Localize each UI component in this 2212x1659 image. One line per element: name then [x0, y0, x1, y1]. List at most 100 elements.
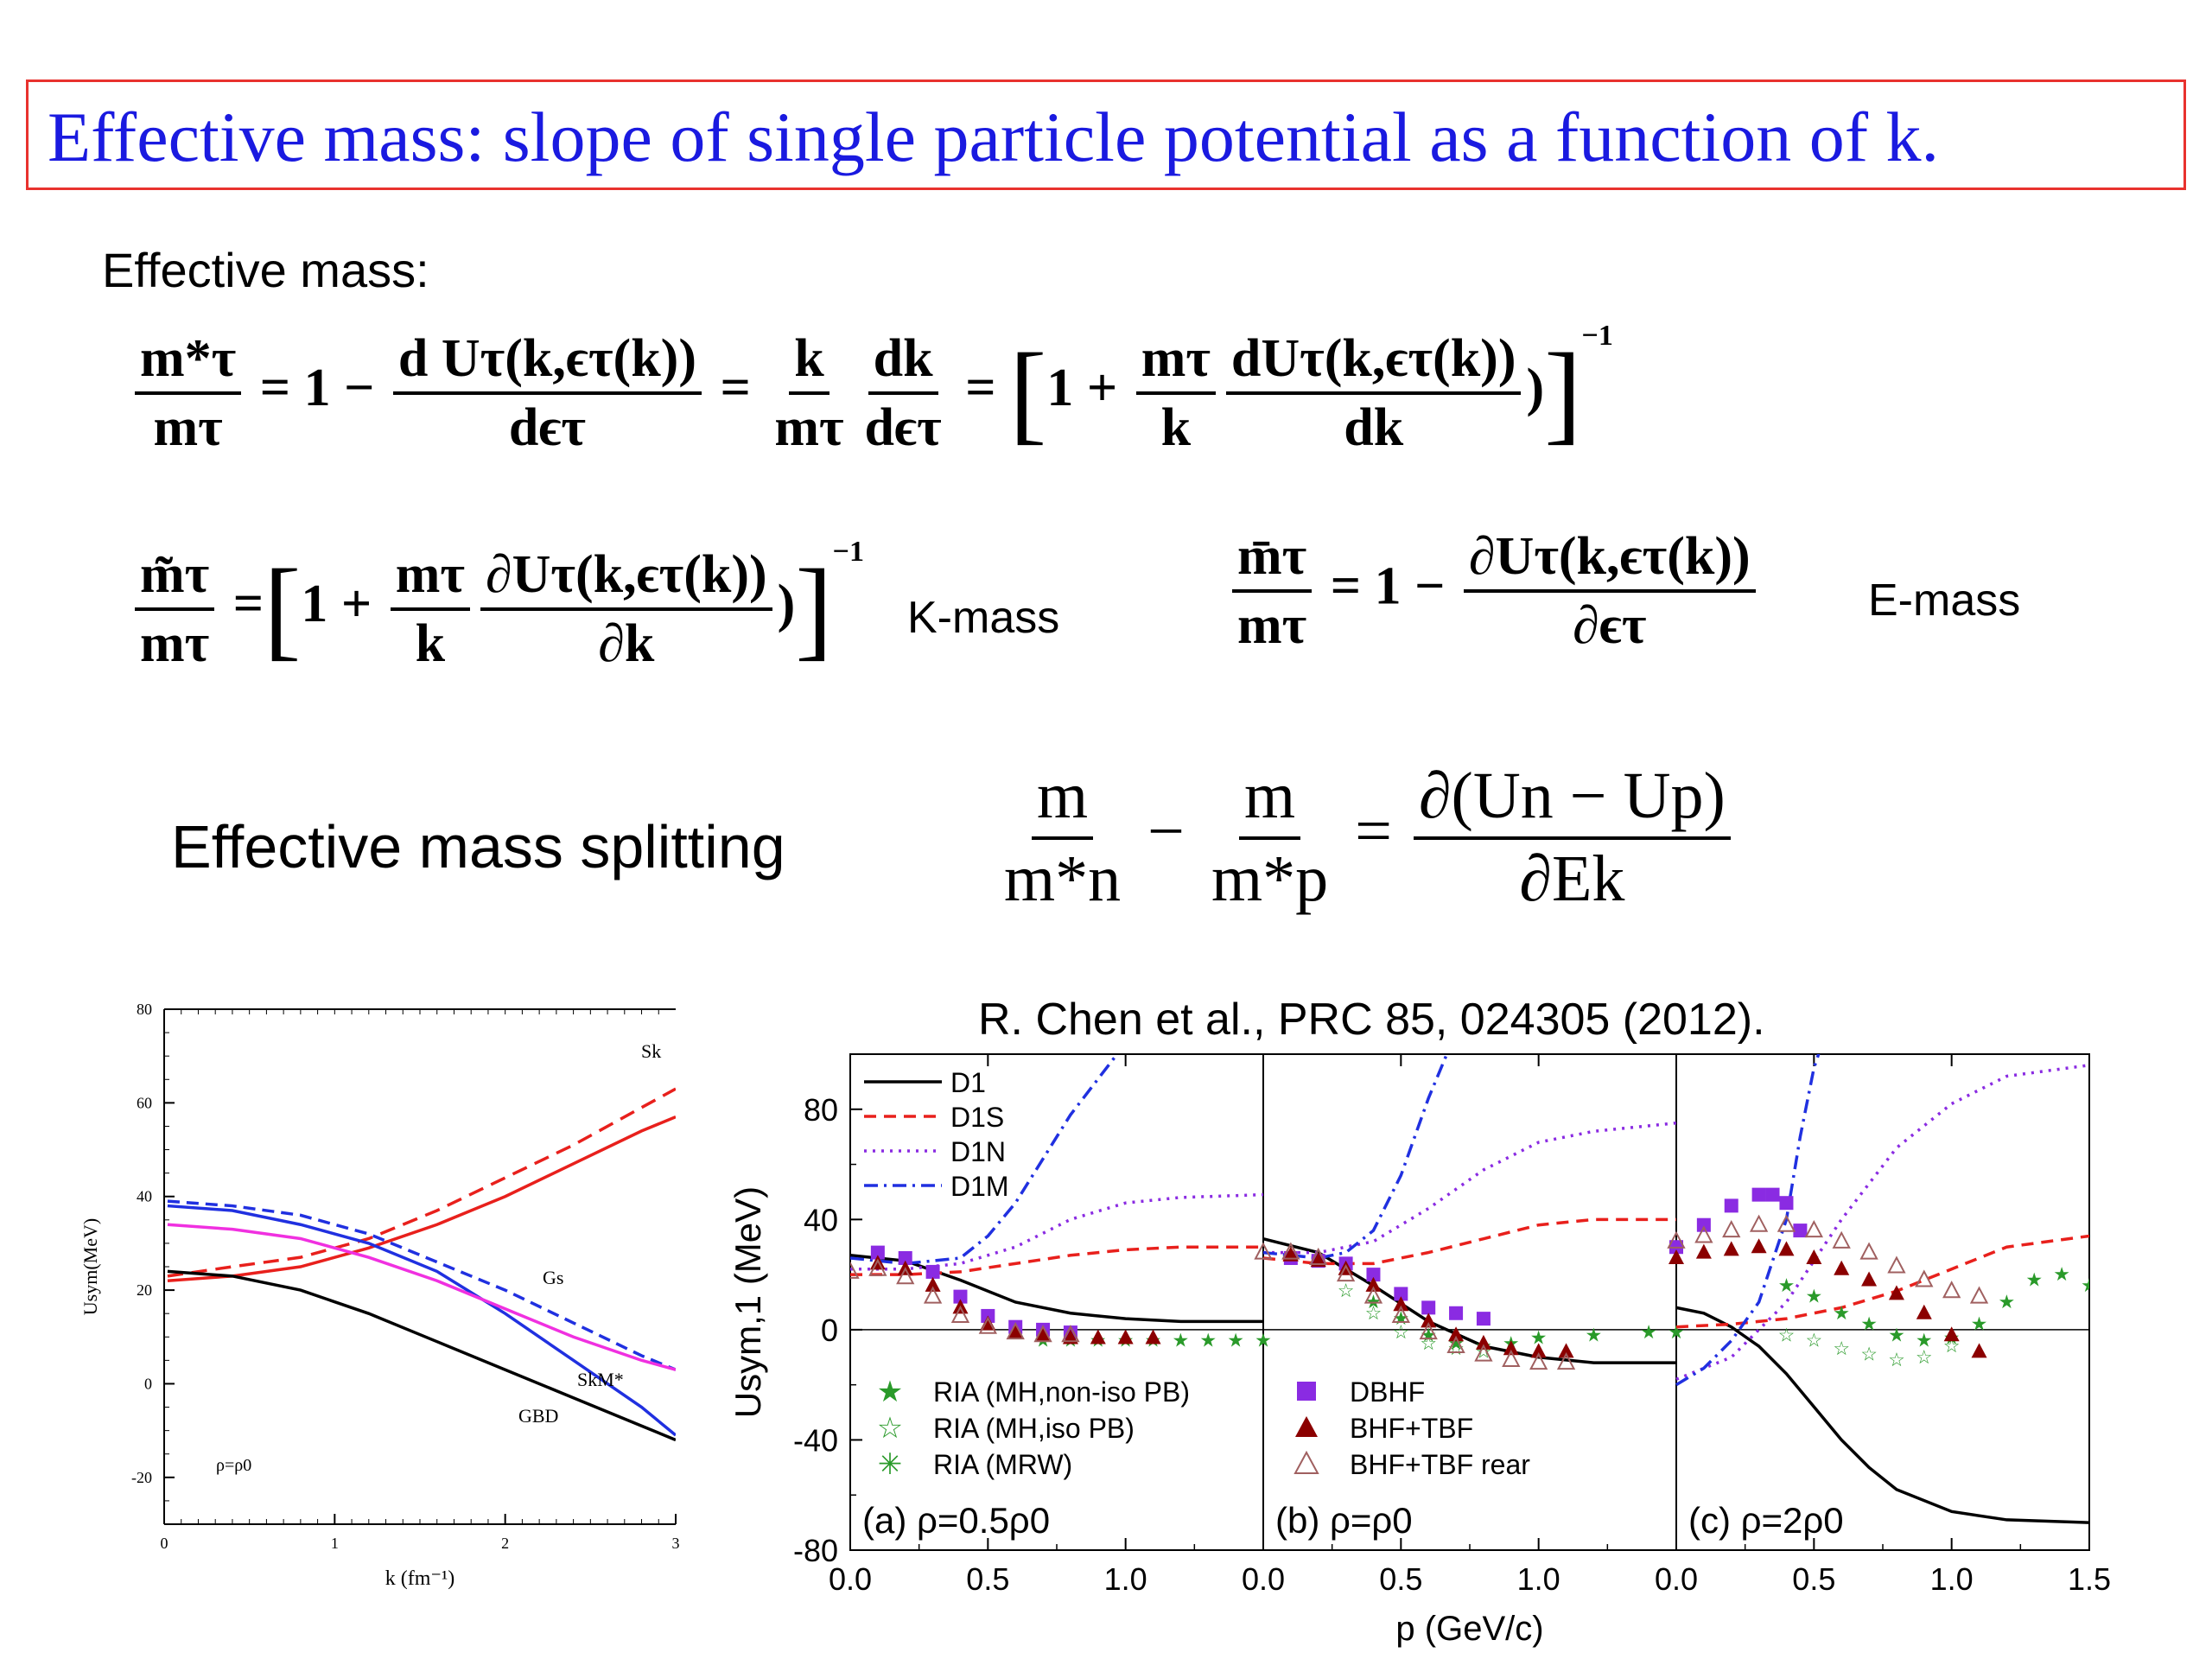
right-chart-marker-bhf-tbf — [1916, 1304, 1932, 1319]
splitting-label: Effective mass splitting — [171, 813, 785, 880]
right-chart-xtick-label: 1.0 — [1104, 1561, 1147, 1597]
right-chart-ylabel: Usym,1 (MeV) — [728, 1186, 768, 1418]
kmass-f1-num: mτ — [390, 545, 470, 611]
right-chart-line-d1 — [850, 1254, 1263, 1324]
right-chart-marker-legend-label: RIA (MH,iso PB) — [933, 1413, 1135, 1444]
main-lhs-den: mτ — [153, 397, 223, 457]
left-chart-line-series-1 — [167, 1087, 676, 1278]
right-chart-line-d1m — [1262, 1054, 1449, 1260]
left-chart-line-gbd — [167, 1269, 676, 1442]
right-chart-marker-bhf-tbf-rear — [1254, 1242, 1273, 1260]
right-chart-marker-bhf-tbf — [1669, 1249, 1684, 1264]
right-chart-marker-dbhf — [1449, 1306, 1464, 1320]
emass-f-den: ∂ϵτ — [1573, 596, 1647, 656]
right-chart-marker-bhf-tbf — [1723, 1241, 1739, 1256]
right-chart-marker-bhf-tbf-rear — [1556, 1352, 1576, 1370]
left-chart-series-label: SkM* — [577, 1369, 624, 1390]
right-chart-marker-dbhf — [898, 1250, 912, 1265]
main-f2a-num: k — [789, 329, 830, 395]
right-chart-marker-ria-mh-non-iso-pb-: ★ — [1586, 1324, 1603, 1345]
right-chart-marker-bhf-tbf-rear — [868, 1258, 887, 1276]
right-chart-marker-bhf-tbf — [1282, 1246, 1299, 1262]
right-chart-ytick-label: -40 — [793, 1422, 838, 1458]
right-chart-marker-bhf-tbf-rear — [950, 1305, 970, 1323]
right-chart-marker-bhf-tbf — [1145, 1329, 1161, 1344]
kmass-lhs: m̃τ mτ — [135, 545, 215, 673]
right-chart-marker-ria-mh-non-iso-pb-: ★ — [1173, 1330, 1190, 1351]
right-chart-line-d1 — [1675, 1306, 2089, 1524]
right-chart-marker-ria-mh-non-iso-pb-: ★ — [1199, 1330, 1217, 1351]
left-chart-annotation: ρ=ρ0 — [216, 1456, 251, 1475]
right-chart-marker-bhf-tbf-rear — [1336, 1263, 1356, 1282]
right-chart-marker-bhf-tbf-rear — [1363, 1286, 1383, 1304]
main-equation: m*τ mτ = 1 − d Uτ(k,ϵτ(k)) dϵτ = k mτ dk dϵτ … — [130, 320, 1613, 457]
right-chart-xtick-label: 0.0 — [829, 1561, 872, 1597]
main-f2a: k mτ — [769, 329, 849, 457]
right-chart-marker-ria-mh-iso-pb-: ☆ — [1778, 1324, 1796, 1345]
right-chart-xlabel: p (GeV/c) — [1395, 1610, 1543, 1648]
right-chart-marker-ria-mh-non-iso-pb-: ★ — [1530, 1326, 1548, 1348]
right-chart-marker-bhf-tbf — [1365, 1276, 1382, 1292]
right-chart-marker-bhf-tbf — [925, 1276, 941, 1292]
right-chart-marker-bhf-tbf — [1888, 1285, 1904, 1300]
kmass-equals: = — [232, 575, 264, 633]
right-chart-marker-bhf-tbf-rear — [1033, 1325, 1052, 1343]
right-chart-marker-ria-mh-non-iso-pb-: ★ — [2053, 1263, 2070, 1285]
right-chart-xtick-label: 0.5 — [1379, 1561, 1422, 1597]
right-chart-marker-ria-mh-non-iso-pb-: ★ — [2025, 1268, 2043, 1290]
right-chart-marker-bhf-tbf — [1007, 1324, 1024, 1339]
split-minus: − — [1147, 795, 1185, 868]
right-chart-marker-dbhf — [1779, 1196, 1794, 1211]
right-chart-marker-bhf-tbf-rear — [1859, 1242, 1878, 1260]
right-chart-marker-legend-label: BHF+TBF rear — [1350, 1449, 1530, 1480]
main-f3a-num: mτ — [1135, 329, 1216, 395]
right-chart-marker-bhf-tbf-rear — [1667, 1230, 1686, 1249]
right-chart-marker-bhf-tbf — [1530, 1343, 1547, 1358]
main-lhs-num: m*τ — [135, 329, 242, 395]
emass-lhs-den: mτ — [1237, 596, 1307, 656]
right-chart-marker-legend-label: RIA (MH,non-iso PB) — [933, 1376, 1190, 1408]
right-chart-line-d1s — [1262, 1217, 1676, 1266]
right-chart-marker-dbhf — [1394, 1287, 1408, 1301]
right-chart-marker-bhf-tbf — [1503, 1340, 1519, 1356]
citation: R. Chen et al., PRC 85, 024305 (2012). — [978, 995, 1765, 1045]
right-chart-ytick-label: 0 — [821, 1313, 838, 1348]
main-one-plus: 1 + — [1046, 359, 1118, 417]
main-one-minus: = 1 − — [259, 359, 375, 417]
emass-lhs: m̄τ mτ — [1232, 527, 1313, 656]
kmass-lhs-den: mτ — [140, 613, 210, 673]
split-b-den: m*p — [1211, 842, 1329, 915]
right-chart-marker-bhf-tbf — [1310, 1252, 1326, 1268]
left-chart-xtick-label: 2 — [501, 1535, 509, 1552]
split-a: m m*n — [999, 760, 1126, 915]
right-chart-legend-label: D1N — [950, 1136, 1006, 1167]
right-chart-marker-ria-mh-non-iso-pb-: ★ — [1888, 1324, 1905, 1345]
left-chart-line-skm- — [167, 1204, 676, 1437]
left-chart-xtick-label: 3 — [672, 1535, 680, 1552]
emass-equation: m̄τ mτ = 1 − ∂Uτ(k,ϵτ(k)) ∂ϵτ — [1227, 527, 1761, 655]
main-f2b-den: dϵτ — [864, 397, 942, 457]
right-chart-line-d1m — [1675, 1054, 1821, 1387]
main-f2a-den: mτ — [774, 397, 844, 457]
right-chart-marker-bhf-tbf-rear — [1446, 1335, 1465, 1354]
right-chart-marker-dbhf — [870, 1245, 885, 1260]
right-chart-marker-bhf-tbf — [1558, 1343, 1574, 1358]
right-chart-marker-ria-mh-iso-pb-: ☆ — [1805, 1330, 1822, 1351]
right-chart-marker-dbhf — [1696, 1217, 1711, 1232]
main-lhs-fraction: m*τ mτ — [135, 329, 242, 457]
right-chart-marker-dbhf — [1421, 1300, 1436, 1315]
kmass-close-bracket: ] — [795, 546, 833, 671]
right-chart-xtick-label: 0.0 — [1242, 1561, 1285, 1597]
right-chart-marker-legend-label: DBHF — [1350, 1376, 1425, 1408]
right-chart-xtick-label: 0.5 — [1792, 1561, 1835, 1597]
left-chart-xtick-label: 1 — [331, 1535, 339, 1552]
left-chart-line-gs — [167, 1199, 676, 1371]
right-chart-marker-bhf-tbf — [1943, 1326, 1960, 1342]
right-chart-line-d1n — [1263, 1121, 1677, 1255]
right-chart-panel-3: ★★★★★★★★★★★★☆☆☆☆☆☆☆ — [1667, 1054, 2089, 1524]
main-f3b-num: dUτ(k,ϵτ(k)) — [1225, 329, 1522, 395]
right-chart-marker-legend-symbol — [1294, 1450, 1319, 1474]
right-chart-marker-ria-mh-non-iso-pb-: ★ — [1860, 1313, 1878, 1335]
main-equals-2: = — [720, 359, 751, 417]
right-chart-marker-bhf-tbf-rear — [1804, 1219, 1823, 1238]
